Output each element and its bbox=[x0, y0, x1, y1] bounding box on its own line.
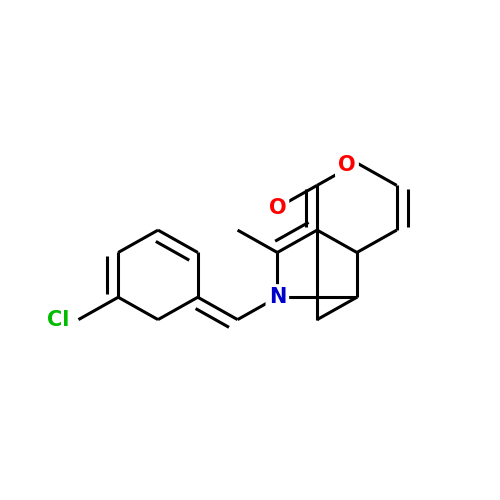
Text: Cl: Cl bbox=[48, 310, 70, 330]
Text: O: O bbox=[268, 198, 286, 218]
Text: O: O bbox=[338, 156, 356, 176]
Text: N: N bbox=[268, 287, 286, 307]
